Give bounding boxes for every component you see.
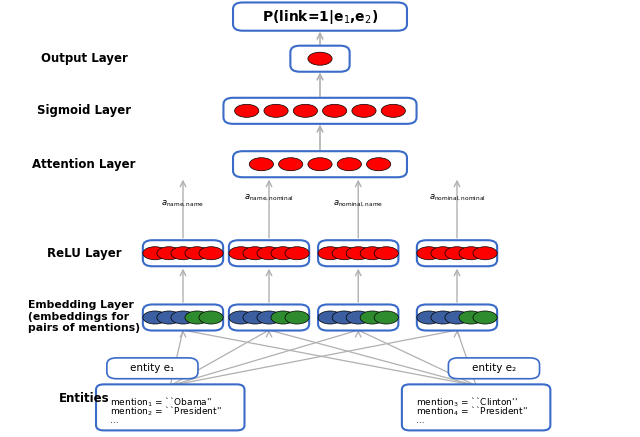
Text: $a_{\rm nominal,nominal}$: $a_{\rm nominal,nominal}$ — [429, 193, 485, 203]
Ellipse shape — [249, 158, 273, 171]
FancyBboxPatch shape — [96, 385, 244, 430]
Text: Sigmoid Layer: Sigmoid Layer — [37, 104, 131, 117]
FancyBboxPatch shape — [223, 98, 417, 124]
Text: entity e₁: entity e₁ — [131, 363, 175, 373]
Ellipse shape — [143, 311, 167, 324]
FancyBboxPatch shape — [143, 305, 223, 330]
Ellipse shape — [185, 311, 209, 324]
Ellipse shape — [323, 104, 347, 117]
Ellipse shape — [257, 311, 281, 324]
Ellipse shape — [473, 311, 497, 324]
Ellipse shape — [318, 311, 342, 324]
Ellipse shape — [157, 311, 181, 324]
Text: ...: ... — [109, 416, 118, 425]
Ellipse shape — [337, 158, 362, 171]
Ellipse shape — [143, 247, 167, 260]
FancyBboxPatch shape — [449, 358, 540, 379]
Ellipse shape — [285, 247, 309, 260]
Ellipse shape — [473, 247, 497, 260]
Ellipse shape — [308, 52, 332, 65]
Ellipse shape — [445, 247, 469, 260]
Ellipse shape — [229, 247, 253, 260]
Ellipse shape — [360, 247, 385, 260]
Ellipse shape — [445, 311, 469, 324]
Text: $a_{\rm name,nominal}$: $a_{\rm name,nominal}$ — [244, 193, 294, 203]
Ellipse shape — [431, 311, 455, 324]
Text: $a_{\rm nominal,name}$: $a_{\rm nominal,name}$ — [333, 199, 383, 209]
Ellipse shape — [199, 311, 223, 324]
FancyBboxPatch shape — [233, 3, 407, 31]
FancyBboxPatch shape — [229, 305, 309, 330]
Ellipse shape — [199, 247, 223, 260]
Text: Entities: Entities — [59, 392, 109, 405]
Ellipse shape — [308, 158, 332, 171]
Ellipse shape — [417, 247, 441, 260]
FancyBboxPatch shape — [233, 151, 407, 177]
Ellipse shape — [285, 311, 309, 324]
Ellipse shape — [318, 247, 342, 260]
Ellipse shape — [243, 247, 267, 260]
Text: Embedding Layer
(embeddings for
pairs of mentions): Embedding Layer (embeddings for pairs of… — [28, 300, 140, 333]
Text: Output Layer: Output Layer — [41, 52, 127, 65]
Ellipse shape — [459, 311, 483, 324]
Ellipse shape — [417, 311, 441, 324]
Ellipse shape — [374, 247, 398, 260]
FancyBboxPatch shape — [143, 240, 223, 266]
Ellipse shape — [293, 104, 317, 117]
Ellipse shape — [278, 158, 303, 171]
FancyBboxPatch shape — [229, 240, 309, 266]
Text: ...: ... — [415, 416, 424, 425]
Text: ReLU Layer: ReLU Layer — [47, 247, 122, 260]
Text: mention$_1$ = ``Obama'': mention$_1$ = ``Obama'' — [109, 395, 212, 409]
Text: $a_{\rm name,name}$: $a_{\rm name,name}$ — [161, 199, 205, 209]
Ellipse shape — [257, 247, 281, 260]
Ellipse shape — [157, 247, 181, 260]
Text: mention$_4$ = ``President'': mention$_4$ = ``President'' — [415, 404, 528, 418]
Ellipse shape — [271, 247, 295, 260]
Ellipse shape — [360, 311, 385, 324]
FancyBboxPatch shape — [417, 240, 497, 266]
Ellipse shape — [332, 247, 356, 260]
Text: mention$_3$ = ``Clinton'': mention$_3$ = ``Clinton'' — [415, 395, 517, 409]
Ellipse shape — [346, 311, 371, 324]
FancyBboxPatch shape — [318, 305, 398, 330]
Ellipse shape — [235, 104, 259, 117]
Ellipse shape — [243, 311, 267, 324]
FancyBboxPatch shape — [318, 240, 398, 266]
Text: Attention Layer: Attention Layer — [33, 158, 136, 171]
Ellipse shape — [367, 158, 391, 171]
Ellipse shape — [431, 247, 455, 260]
Text: P(link=1|e$_1$,e$_2$): P(link=1|e$_1$,e$_2$) — [262, 7, 378, 26]
FancyBboxPatch shape — [402, 385, 550, 430]
Ellipse shape — [459, 247, 483, 260]
Ellipse shape — [171, 311, 195, 324]
Ellipse shape — [229, 311, 253, 324]
Ellipse shape — [346, 247, 371, 260]
FancyBboxPatch shape — [291, 46, 349, 72]
Ellipse shape — [271, 311, 295, 324]
Text: mention$_2$ = ``President'': mention$_2$ = ``President'' — [109, 404, 222, 418]
Text: entity e₂: entity e₂ — [472, 363, 516, 373]
Ellipse shape — [264, 104, 288, 117]
FancyBboxPatch shape — [107, 358, 198, 379]
Ellipse shape — [352, 104, 376, 117]
Ellipse shape — [171, 247, 195, 260]
Ellipse shape — [332, 311, 356, 324]
Ellipse shape — [374, 311, 398, 324]
Ellipse shape — [185, 247, 209, 260]
FancyBboxPatch shape — [417, 305, 497, 330]
Ellipse shape — [381, 104, 405, 117]
